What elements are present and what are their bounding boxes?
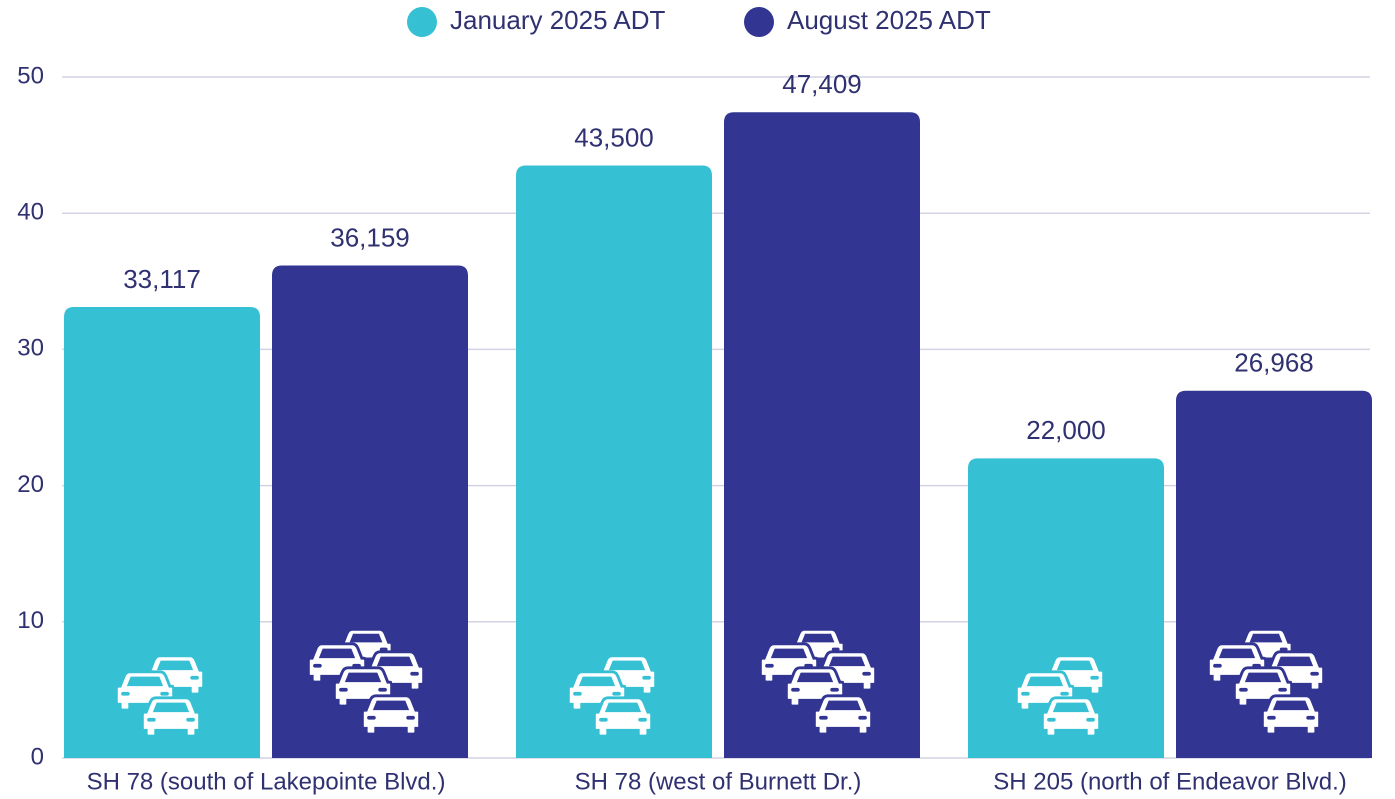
value-label: 26,968 [1234,348,1314,378]
bars [64,112,1372,758]
legend-label: January 2025 ADT [450,5,665,35]
y-tick-label: 40 [17,199,44,226]
bar [968,458,1164,758]
bar [64,306,260,758]
x-tick-label: SH 205 (north of Endeavor Blvd.) [993,768,1347,795]
legend-label: August 2025 ADT [787,5,991,35]
y-tick-label: 10 [17,607,44,634]
bar [516,165,712,758]
y-tick-label: 50 [17,62,44,89]
value-label: 22,000 [1026,415,1106,445]
x-tick-label: SH 78 (south of Lakepointe Blvd.) [87,768,446,795]
value-label: 36,159 [330,222,410,252]
bar [272,265,468,758]
value-label: 43,500 [574,122,654,152]
y-tick-label: 30 [17,335,44,362]
value-label: 33,117 [123,264,201,294]
value-label: 47,409 [782,69,862,99]
y-tick-label: 20 [17,471,44,498]
y-tick-label: 0 [31,743,44,770]
x-tick-label: SH 78 (west of Burnett Dr.) [575,768,862,795]
legend-swatch [407,7,437,37]
bar [724,112,920,758]
legend-swatch [744,7,774,37]
